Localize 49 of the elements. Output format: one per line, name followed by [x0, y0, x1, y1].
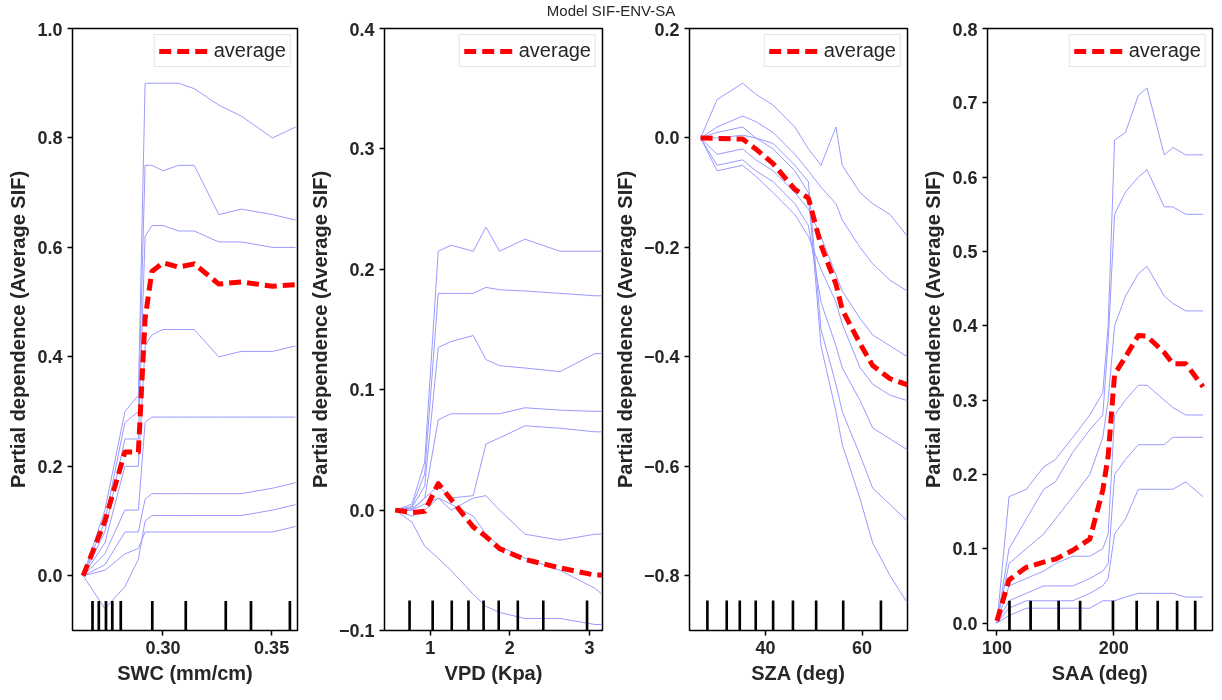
- y-tick-label: 0.0: [349, 500, 375, 521]
- legend-label: average: [518, 39, 591, 62]
- x-tick-label: 0.30: [145, 637, 181, 658]
- y-tick-label: 0.0: [37, 566, 63, 587]
- x-tick-label: 0.35: [254, 637, 290, 658]
- y-tick-label: 0.3: [349, 139, 375, 160]
- y-tick-label: 0.8: [952, 19, 978, 40]
- y-tick-label: −0.8: [643, 566, 680, 587]
- y-axis-title: Partial dependence (Average SIF): [613, 170, 636, 489]
- y-tick-label: 0.2: [952, 464, 978, 485]
- legend-label: average: [213, 39, 286, 62]
- y-tick-label: 0.6: [952, 167, 978, 188]
- y-tick-label: 0.0: [654, 128, 680, 149]
- y-tick-label: 0.3: [952, 390, 978, 411]
- y-tick-label: 0.7: [952, 93, 978, 114]
- y-axis-title: Partial dependence (Average SIF): [7, 170, 30, 489]
- y-tick-label: −0.1: [338, 621, 375, 641]
- x-tick-label: 200: [1098, 637, 1129, 658]
- y-tick-label: 0.5: [952, 241, 978, 262]
- x-axis-title: SZA (deg): [751, 661, 845, 684]
- y-axis-title: Partial dependence (Average SIF): [922, 170, 945, 489]
- y-tick-label: 0.1: [952, 539, 978, 560]
- x-tick-label: 1: [425, 637, 436, 658]
- text: Model SIF-ENV-SA: [545, 1, 677, 21]
- y-tick-label: −0.4: [643, 347, 680, 368]
- y-tick-label: 0.2: [37, 456, 63, 477]
- x-tick-label: 40: [755, 637, 776, 658]
- y-tick-label: 0.4: [952, 316, 978, 337]
- legend-label: average: [823, 39, 896, 62]
- y-tick-label: 0.0: [952, 613, 978, 634]
- y-tick-label: −0.2: [643, 237, 680, 258]
- x-tick-label: 2: [504, 637, 515, 658]
- x-axis-title: SWC (mm/cm): [117, 661, 253, 684]
- y-tick-label: 0.4: [349, 19, 375, 40]
- y-tick-label: 1.0: [37, 19, 63, 40]
- y-tick-label: 0.8: [37, 128, 63, 149]
- x-tick-label: 3: [584, 637, 595, 658]
- x-axis-title: SAA (deg): [1051, 661, 1148, 684]
- y-axis-title: Partial dependence (Average SIF): [308, 170, 331, 489]
- x-tick-label: 60: [852, 637, 873, 658]
- x-tick-label: 100: [981, 637, 1012, 658]
- y-tick-label: 0.4: [37, 347, 63, 368]
- y-tick-label: 0.6: [37, 237, 63, 258]
- y-tick-label: 0.2: [654, 19, 680, 40]
- x-axis-title: VPD (Kpa): [444, 661, 543, 684]
- y-tick-label: −0.6: [643, 456, 680, 477]
- y-tick-label: 0.1: [349, 380, 375, 401]
- y-tick-label: 0.2: [349, 259, 375, 280]
- legend-label: average: [1128, 39, 1201, 62]
